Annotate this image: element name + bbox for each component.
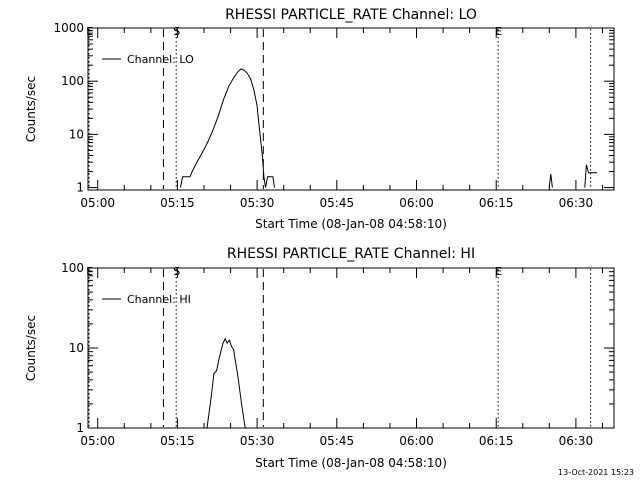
x-tick-label: 05:15 [160,196,195,210]
marker-label: E [495,25,502,38]
chart-panel-hi: RHESSI PARTICLE_RATE Channel: HI Counts/s… [24,246,615,470]
x-tick-label: 06:15 [479,434,514,448]
x-axis-label: Start Time (08-Jan-08 04:58:10) [255,456,447,470]
chart-title: RHESSI PARTICLE_RATE Channel: HI [227,246,475,262]
x-tick-label: 05:45 [320,434,355,448]
x-tick-label: 06:30 [559,434,594,448]
data-series-line [179,68,275,188]
legend-label: Channel: HI [127,293,191,306]
marker-label: S [173,265,180,278]
x-tick-label: 05:45 [320,196,355,210]
marker-label: E [495,265,502,278]
y-axis-label: Counts/sec [24,76,38,142]
x-tick-label: 06:00 [399,434,434,448]
plot-frame [87,267,615,429]
x-tick-label: 06:15 [479,196,514,210]
x-tick-label: 06:30 [559,196,594,210]
x-tick-label: 06:00 [399,196,434,210]
legend-label: Channel: LO [127,53,194,66]
chart-panel-lo: RHESSI PARTICLE_RATE Channel: LO Counts/s… [24,7,615,231]
y-tick-label: 100 [61,74,84,88]
y-tick-label: 10 [69,341,84,355]
plot-timestamp: 13-Oct-2021 15:23 [558,468,634,477]
x-tick-label: 05:15 [160,434,195,448]
x-tick-label: 05:00 [80,434,115,448]
y-axis-label: Counts/sec [24,315,38,381]
x-tick-label: 05:30 [240,196,275,210]
x-axis-label: Start Time (08-Jan-08 04:58:10) [255,217,447,231]
y-tick-label: 1 [76,181,84,195]
y-tick-label: 10 [69,127,84,141]
y-tick-label: 1 [76,421,84,435]
data-series-line [206,337,246,429]
marker-label: E [86,265,93,278]
y-tick-label: 1000 [53,21,84,35]
y-tick-label: 100 [61,261,84,275]
marker-label: E [86,25,93,38]
data-series-line [584,164,597,188]
x-tick-label: 05:30 [240,434,275,448]
data-series-line [548,173,553,188]
marker-label: S [173,25,180,38]
x-tick-label: 05:00 [80,196,115,210]
chart-title: RHESSI PARTICLE_RATE Channel: LO [225,7,477,23]
